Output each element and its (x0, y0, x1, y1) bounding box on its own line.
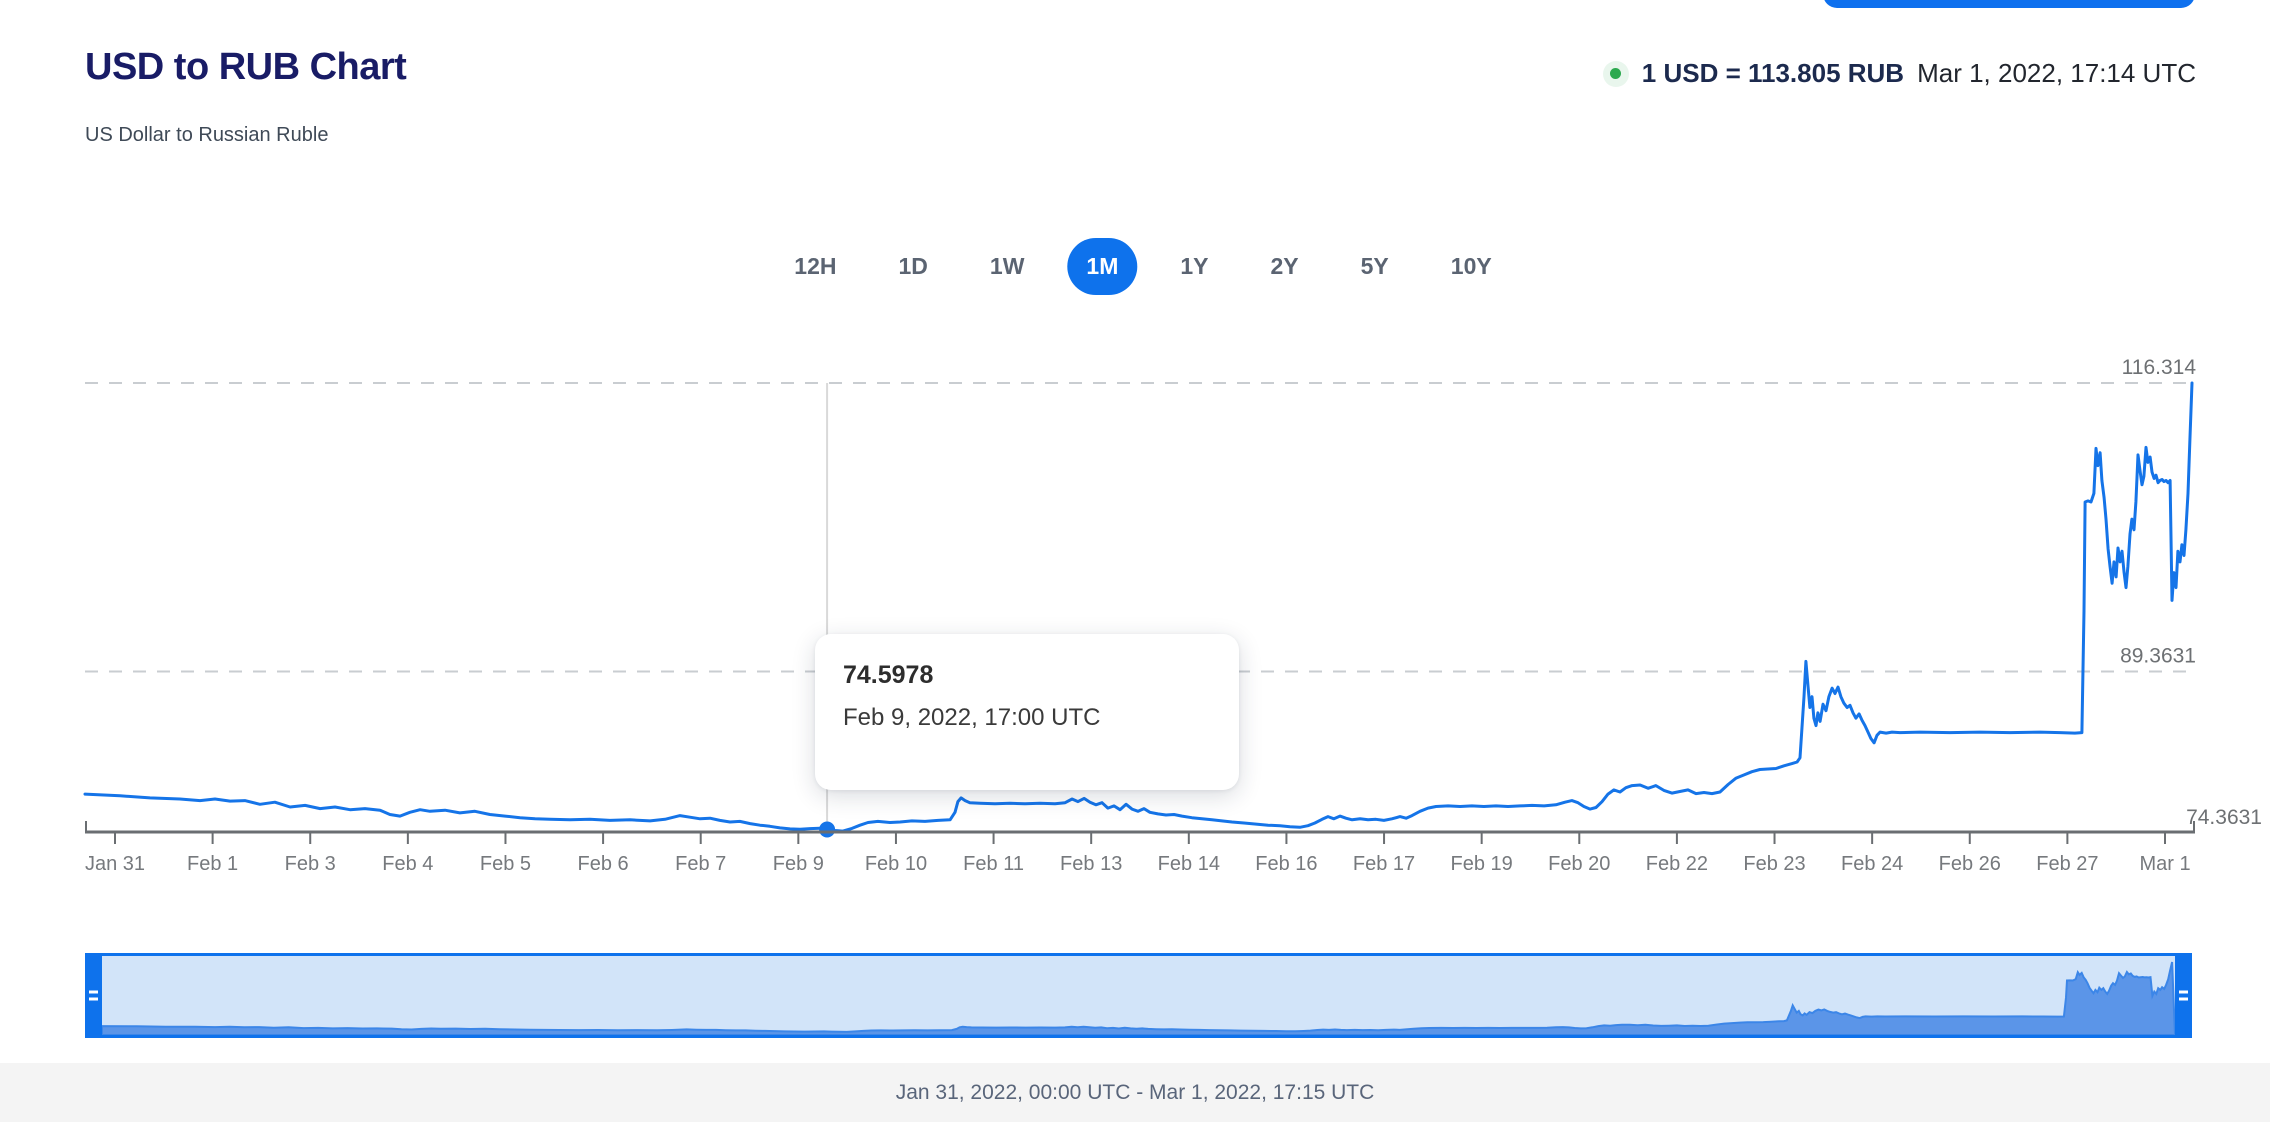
y-axis-label: 74.3631 (2186, 806, 2262, 829)
range-1d[interactable]: 1D (879, 238, 946, 295)
live-green-dot-icon (1610, 68, 1622, 79)
x-tick-label: Feb 24 (1841, 853, 1903, 875)
grip-icon (89, 997, 98, 1001)
range-12h[interactable]: 12H (775, 238, 855, 295)
x-tick-label: Feb 6 (578, 853, 629, 875)
tooltip-datetime: Feb 9, 2022, 17:00 UTC (843, 704, 1101, 731)
page-subtitle: US Dollar to Russian Ruble (85, 124, 329, 146)
x-tick-label: Feb 1 (187, 853, 238, 875)
range-2y[interactable]: 2Y (1251, 238, 1317, 295)
x-tick-label: Feb 20 (1548, 853, 1610, 875)
navigator-mini-chart (101, 961, 2177, 1036)
live-rate-value: 1 USD = 113.805 RUB (1641, 58, 1905, 88)
range-10y[interactable]: 10Y (1432, 238, 1511, 295)
grip-icon (2179, 997, 2188, 1001)
navigator-handle-left[interactable] (85, 953, 102, 1038)
y-axis-label: 89.3631 (2120, 644, 2196, 667)
footer-strip: Jan 31, 2022, 00:00 UTC - Mar 1, 2022, 1… (0, 1063, 2270, 1122)
x-tick-label: Feb 14 (1158, 853, 1220, 875)
range-1w[interactable]: 1W (971, 238, 1044, 295)
grip-icon (89, 990, 98, 994)
tooltip-rate-value: 74.5978 (843, 661, 934, 689)
top-cta-button[interactable] (1823, 0, 2195, 8)
y-axis-label: 116.314 (2122, 356, 2197, 379)
navigator-handle-right[interactable] (2175, 953, 2192, 1038)
x-tick-label: Mar 1 (2139, 853, 2190, 875)
selected-point-marker[interactable] (819, 821, 836, 838)
navigator-border-bottom (85, 1035, 2192, 1038)
x-tick-label: Feb 26 (1939, 853, 2001, 875)
x-tick-label: Feb 16 (1255, 853, 1317, 875)
rate-line-series (83, 381, 2194, 833)
navigator-border-top (85, 953, 2192, 956)
range-1y[interactable]: 1Y (1161, 238, 1227, 295)
x-tick-label: Feb 17 (1353, 853, 1415, 875)
range-5y[interactable]: 5Y (1342, 238, 1408, 295)
live-rate-timestamp: Mar 1, 2022, 17:14 UTC (1917, 58, 2196, 88)
chart-date-range: Jan 31, 2022, 00:00 UTC - Mar 1, 2022, 1… (895, 1080, 1375, 1104)
x-tick-label: Feb 19 (1451, 853, 1513, 875)
x-tick-label: Feb 5 (480, 853, 531, 875)
x-tick-label: Feb 4 (382, 853, 433, 875)
page-title: USD to RUB Chart (85, 46, 407, 88)
x-tick-label: Feb 22 (1646, 853, 1708, 875)
grip-icon (2179, 990, 2188, 994)
live-dot-halo (1602, 60, 1629, 87)
x-tick-label: Feb 23 (1743, 853, 1805, 875)
range-selector: 12H 1D 1W 1M 1Y 2Y 5Y 10Y (775, 238, 1510, 295)
chart-tooltip: 74.5978 Feb 9, 2022, 17:00 UTC (815, 634, 1239, 790)
x-tick-label: Feb 3 (285, 853, 336, 875)
x-tick-label: Feb 27 (2036, 853, 2098, 875)
x-tick-label: Feb 11 (963, 853, 1024, 875)
range-1m[interactable]: 1M (1067, 238, 1138, 295)
x-tick-label: Feb 9 (773, 853, 824, 875)
live-rate-row: 1 USD = 113.805 RUB Mar 1, 2022, 17:14 U… (1602, 58, 2196, 89)
x-tick-label: Jan 31 (85, 853, 145, 875)
x-tick-label: Feb 13 (1060, 853, 1122, 875)
x-tick-label: Feb 10 (865, 853, 927, 875)
x-tick-label: Feb 7 (675, 853, 726, 875)
